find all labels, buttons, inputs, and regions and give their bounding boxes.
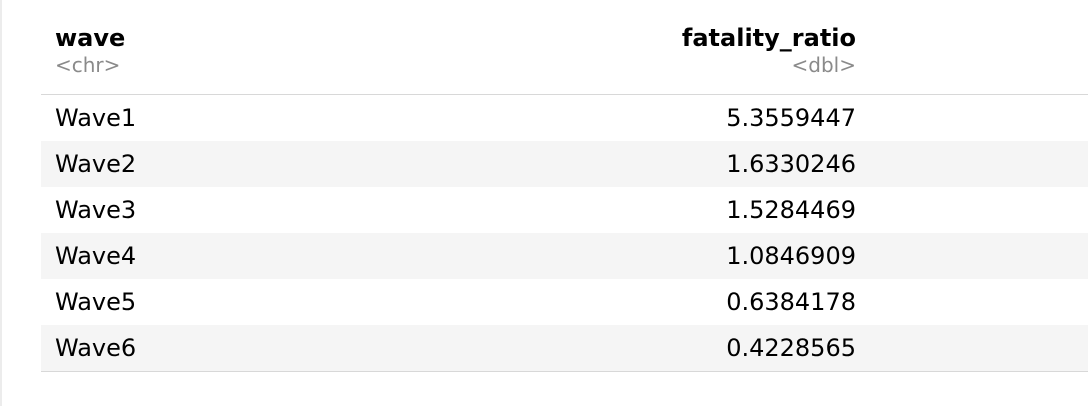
- column-name: wave: [55, 24, 126, 52]
- cell-wave: Wave1: [55, 104, 137, 132]
- table-row: Wave6 0.4228565: [41, 325, 1088, 372]
- table-row: Wave3 1.5284469: [41, 187, 1088, 233]
- cell-wave: Wave5: [55, 288, 137, 316]
- table-row: Wave2 1.6330246: [41, 141, 1088, 187]
- table-body: Wave1 5.3559447 Wave2 1.6330246 Wave3 1.…: [41, 95, 1088, 372]
- panel-left-border: [0, 0, 2, 406]
- cell-fatality-ratio: 0.6384178: [726, 288, 856, 316]
- cell-wave: Wave4: [41, 233, 441, 279]
- cell-fatality-ratio: 5.3559447: [726, 104, 856, 132]
- table-row: Wave5 0.6384178: [41, 279, 1088, 325]
- column-type: <dbl>: [791, 53, 856, 77]
- column-type: <chr>: [55, 53, 121, 77]
- table-header: wave <chr> fatality_ratio <dbl>: [41, 20, 1088, 95]
- cell-wave: Wave3: [55, 196, 137, 224]
- cell-wave: Wave2: [41, 141, 441, 187]
- cell-wave: Wave6: [41, 325, 441, 372]
- cell-filler: [857, 325, 1088, 372]
- column-header-fatality-ratio[interactable]: fatality_ratio <dbl>: [441, 20, 857, 95]
- table-row: Wave4 1.0846909: [41, 233, 1088, 279]
- cell-fatality-ratio: 0.4228565: [441, 325, 857, 372]
- cell-fatality-ratio: 1.0846909: [441, 233, 857, 279]
- cell-fatality-ratio: 1.6330246: [441, 141, 857, 187]
- data-table: wave <chr> fatality_ratio <dbl> Wave1 5.…: [41, 20, 1088, 372]
- cell-filler: [857, 279, 1088, 325]
- column-name: fatality_ratio: [681, 24, 856, 52]
- data-table-container: wave <chr> fatality_ratio <dbl> Wave1 5.…: [41, 20, 1088, 372]
- header-row: wave <chr> fatality_ratio <dbl>: [41, 20, 1088, 95]
- table-row: Wave1 5.3559447: [41, 95, 1088, 142]
- cell-filler: [857, 233, 1088, 279]
- cell-fatality-ratio: 1.5284469: [726, 196, 856, 224]
- cell-filler: [857, 187, 1088, 233]
- cell-filler: [857, 95, 1088, 142]
- column-header-filler: [857, 20, 1088, 95]
- column-header-wave[interactable]: wave <chr>: [41, 20, 441, 95]
- cell-filler: [857, 141, 1088, 187]
